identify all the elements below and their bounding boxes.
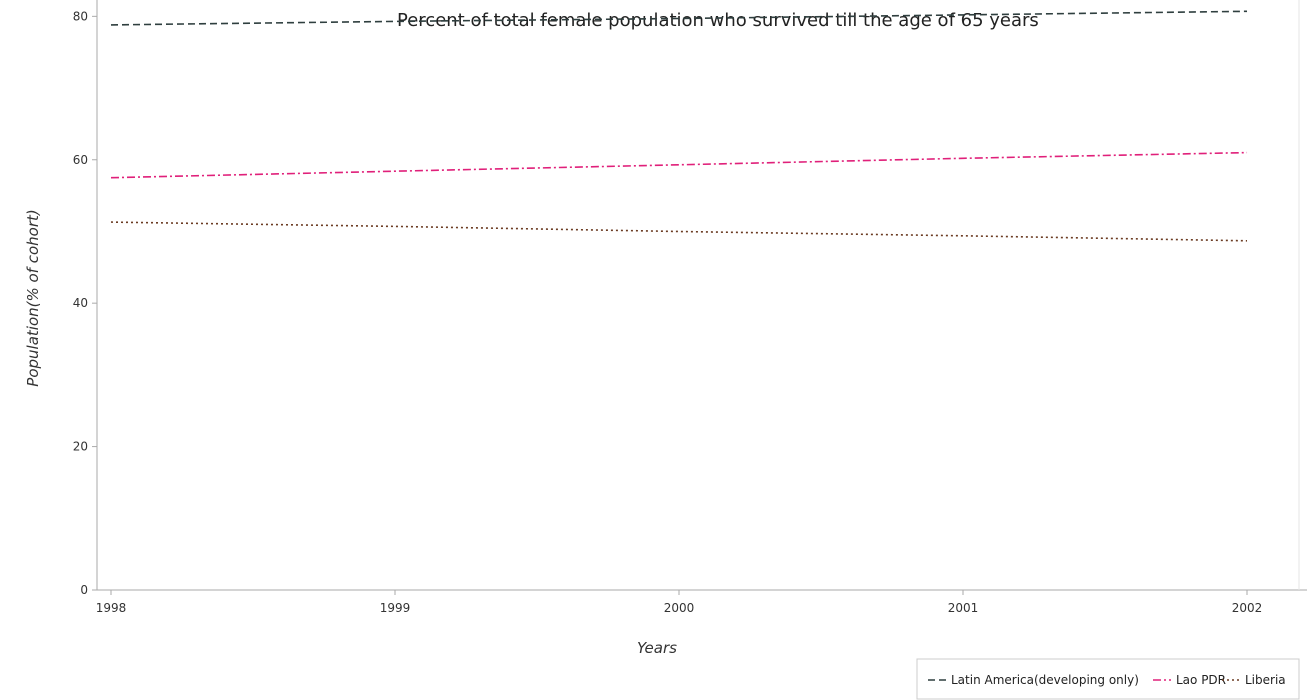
y-tick-label: 40 [73, 296, 88, 310]
x-tick-label: 2001 [948, 601, 979, 615]
y-axis-title: Population(% of cohort) [24, 209, 42, 386]
series-layer [110, 10, 1248, 242]
series-line-0 [110, 10, 1248, 26]
legend-label: Latin America(developing only) [951, 673, 1139, 687]
legend-label: Liberia [1245, 673, 1286, 687]
x-axis-title: Years [637, 639, 677, 657]
y-tick-label: 20 [73, 440, 88, 454]
y-tick-label: 0 [80, 583, 88, 597]
x-tick-label: 2002 [1232, 601, 1263, 615]
series-line-1 [110, 151, 1248, 179]
chart-title: Percent of total female population who s… [397, 10, 1039, 31]
legend: Latin America(developing only) Lao PDR Lib… [916, 658, 1300, 700]
legend-box [916, 658, 1300, 700]
y-tick-label: 80 [73, 9, 88, 23]
legend-label: Lao PDR [1176, 673, 1226, 687]
x-tick-label: 1998 [96, 601, 127, 615]
x-axis-ticks: 1998 1999 2000 2001 2002 [96, 590, 1263, 615]
x-tick-label: 1999 [380, 601, 411, 615]
x-tick-label: 2000 [664, 601, 695, 615]
series-line-2 [110, 221, 1248, 242]
y-tick-label: 60 [73, 153, 88, 167]
y-axis-ticks: 0 20 40 60 80 [73, 9, 97, 597]
